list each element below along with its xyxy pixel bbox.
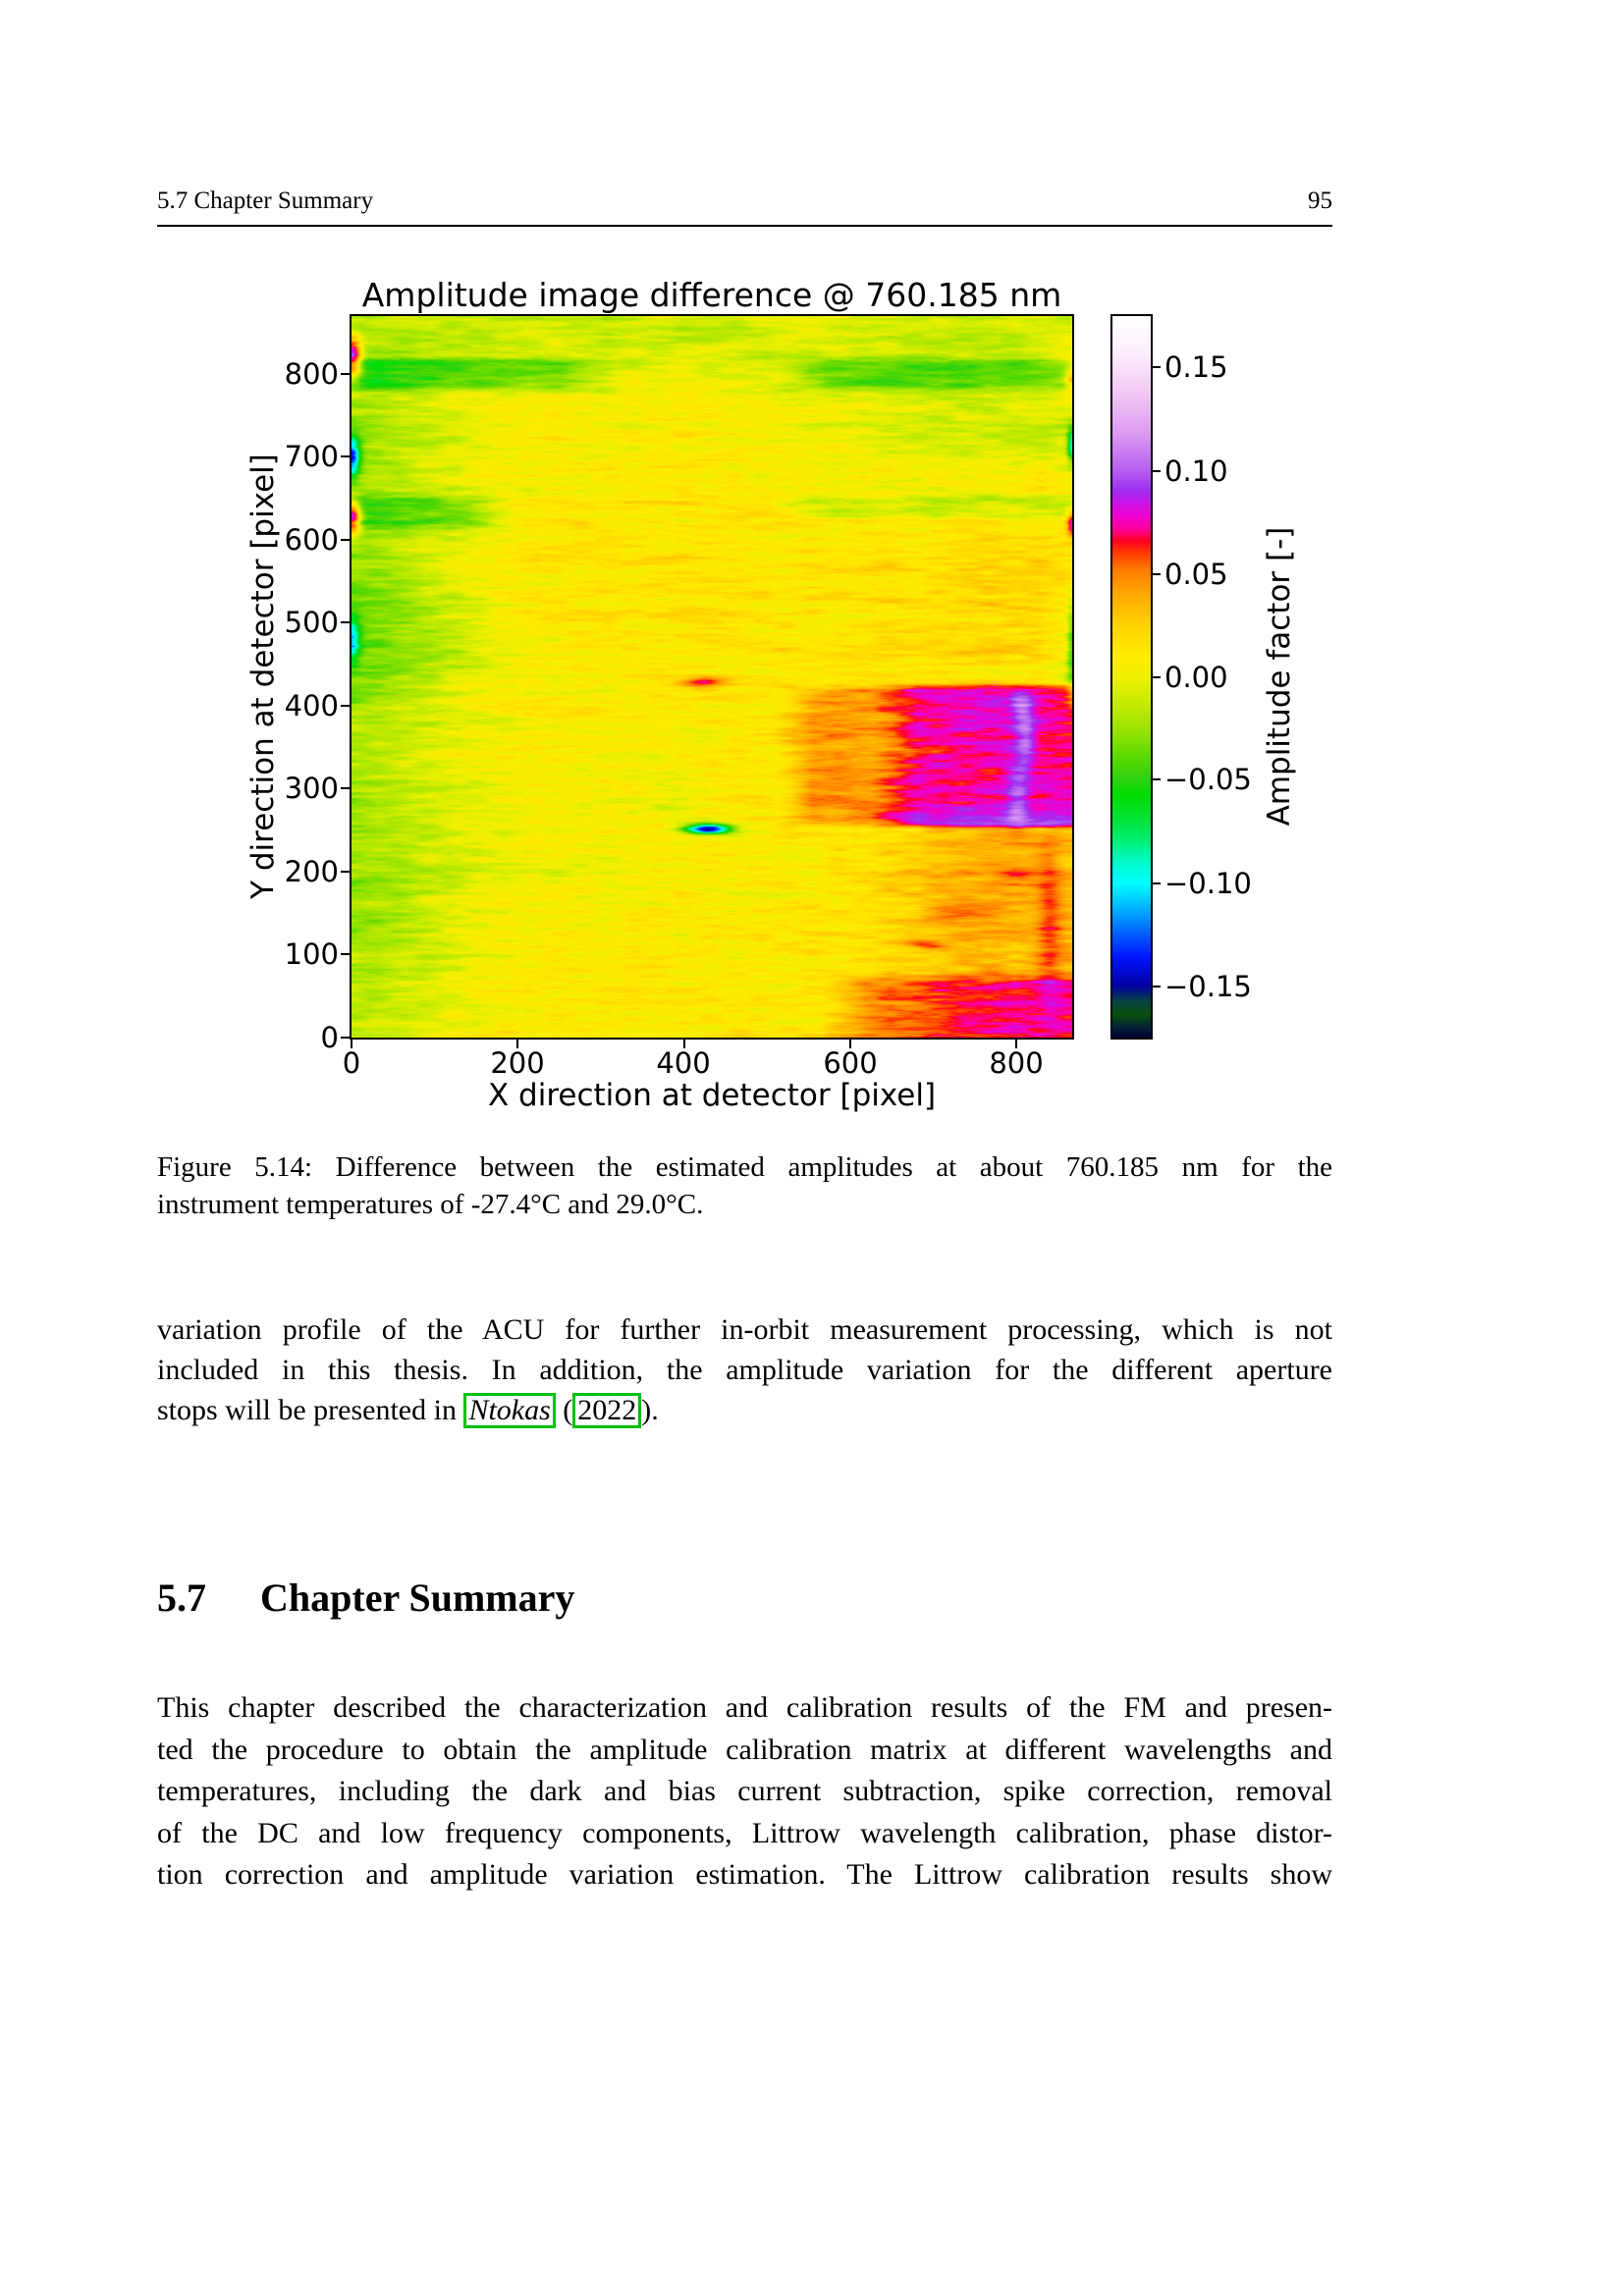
colorbar-tick-label: −0.05 [1164, 763, 1252, 796]
colorbar-tick-label: 0.10 [1164, 454, 1228, 488]
page-number: 95 [1308, 187, 1332, 214]
running-header: 5.7 Chapter Summary 95 [157, 187, 1332, 216]
y-tick-label: 800 [284, 357, 339, 391]
citation-paren-open: ( [563, 1394, 573, 1426]
colorbar-tick-mark [1153, 882, 1161, 884]
citation-paren-close: ). [641, 1394, 659, 1426]
figure-plot-title: Amplitude image difference @ 760.185 nm [361, 276, 1062, 314]
caption-line: Figure 5.14: Difference between the esti… [157, 1151, 1332, 1183]
figure-caption: Figure 5.14: Difference between the esti… [157, 1148, 1332, 1223]
colorbar-gradient [1112, 316, 1151, 1038]
colorbar-axis-label: Amplitude factor [-] [1262, 526, 1297, 827]
x-tick-label: 800 [989, 1046, 1044, 1080]
y-tick-label: 0 [320, 1021, 339, 1054]
y-tick-label: 200 [284, 855, 339, 888]
y-tick-label: 100 [284, 937, 339, 971]
header-rule [157, 225, 1332, 227]
section-number: 5.7 [157, 1575, 206, 1620]
paragraph-line: tion correction and amplitude variation … [157, 1858, 1332, 1891]
x-tick-mark [849, 1040, 851, 1048]
x-axis-label: X direction at detector [pixel] [487, 1078, 937, 1113]
colorbar-tick-mark [1153, 676, 1161, 678]
y-tick-label: 500 [284, 606, 339, 639]
paragraph-line: of the DC and low frequency components, … [157, 1816, 1332, 1849]
y-tick-mark [341, 787, 350, 789]
colorbar-tick-mark [1153, 366, 1161, 368]
colorbar-tick-mark [1153, 986, 1161, 988]
y-tick-label: 400 [284, 689, 339, 722]
x-tick-mark [683, 1040, 685, 1048]
y-tick-label: 700 [284, 440, 339, 473]
heatmap-canvas [352, 316, 1072, 1038]
x-tick-label: 400 [656, 1046, 711, 1080]
colorbar-tick-label: 0.05 [1164, 558, 1228, 591]
y-axis-label: Y direction at detector [pixel] [245, 454, 281, 899]
y-tick-mark [341, 373, 350, 375]
citation-year-link[interactable]: 2022 [572, 1393, 642, 1428]
y-tick-mark [341, 1037, 350, 1039]
running-header-title: 5.7 Chapter Summary [157, 187, 374, 214]
paragraph-line: This chapter described the characterizat… [157, 1691, 1332, 1724]
colorbar-tick-mark [1153, 573, 1161, 575]
x-tick-label: 200 [490, 1046, 545, 1080]
y-tick-mark [341, 953, 350, 955]
caption-line: instrument temperatures of -27.4°C and 2… [157, 1189, 704, 1220]
colorbar-tick-label: −0.15 [1164, 970, 1252, 1003]
citation-prefix: stops will be presented in [157, 1394, 457, 1426]
y-tick-mark [341, 455, 350, 457]
colorbar-tick-mark [1153, 470, 1161, 472]
y-tick-mark [341, 621, 350, 623]
section-title: Chapter Summary [260, 1575, 575, 1620]
paragraph-line: temperatures, including the dark and bia… [157, 1775, 1332, 1807]
colorbar-tick-label: −0.10 [1164, 867, 1252, 900]
heatmap-plot-area [350, 314, 1074, 1040]
colorbar-tick-label: 0.00 [1164, 661, 1228, 694]
colorbar-tick-mark [1153, 778, 1161, 780]
colorbar-tick-label: 0.15 [1164, 350, 1228, 384]
y-tick-label: 300 [284, 772, 339, 805]
x-tick-mark [516, 1040, 518, 1048]
colorbar [1110, 314, 1153, 1040]
x-tick-mark [1015, 1040, 1017, 1048]
paragraph-line: variation profile of the ACU for further… [157, 1313, 1332, 1346]
paragraph-line: ted the procedure to obtain the amplitud… [157, 1733, 1332, 1766]
x-tick-mark [351, 1040, 352, 1048]
section-heading: 5.7 Chapter Summary [157, 1575, 574, 1622]
y-tick-label: 600 [284, 523, 339, 557]
paragraph-line: included in this thesis. In addition, th… [157, 1354, 1332, 1386]
citation-author-link[interactable]: Ntokas [463, 1393, 556, 1428]
x-tick-label: 600 [823, 1046, 878, 1080]
y-tick-mark [341, 705, 350, 707]
paragraph-line: stops will be presented in Ntokas (2022)… [157, 1390, 1332, 1430]
y-tick-mark [341, 871, 350, 873]
y-tick-mark [341, 539, 350, 541]
body-paragraph-2: This chapter described the characterizat… [157, 1687, 1332, 1896]
body-paragraph-1: variation profile of the ACU for further… [157, 1309, 1332, 1430]
x-tick-label: 0 [342, 1046, 361, 1080]
